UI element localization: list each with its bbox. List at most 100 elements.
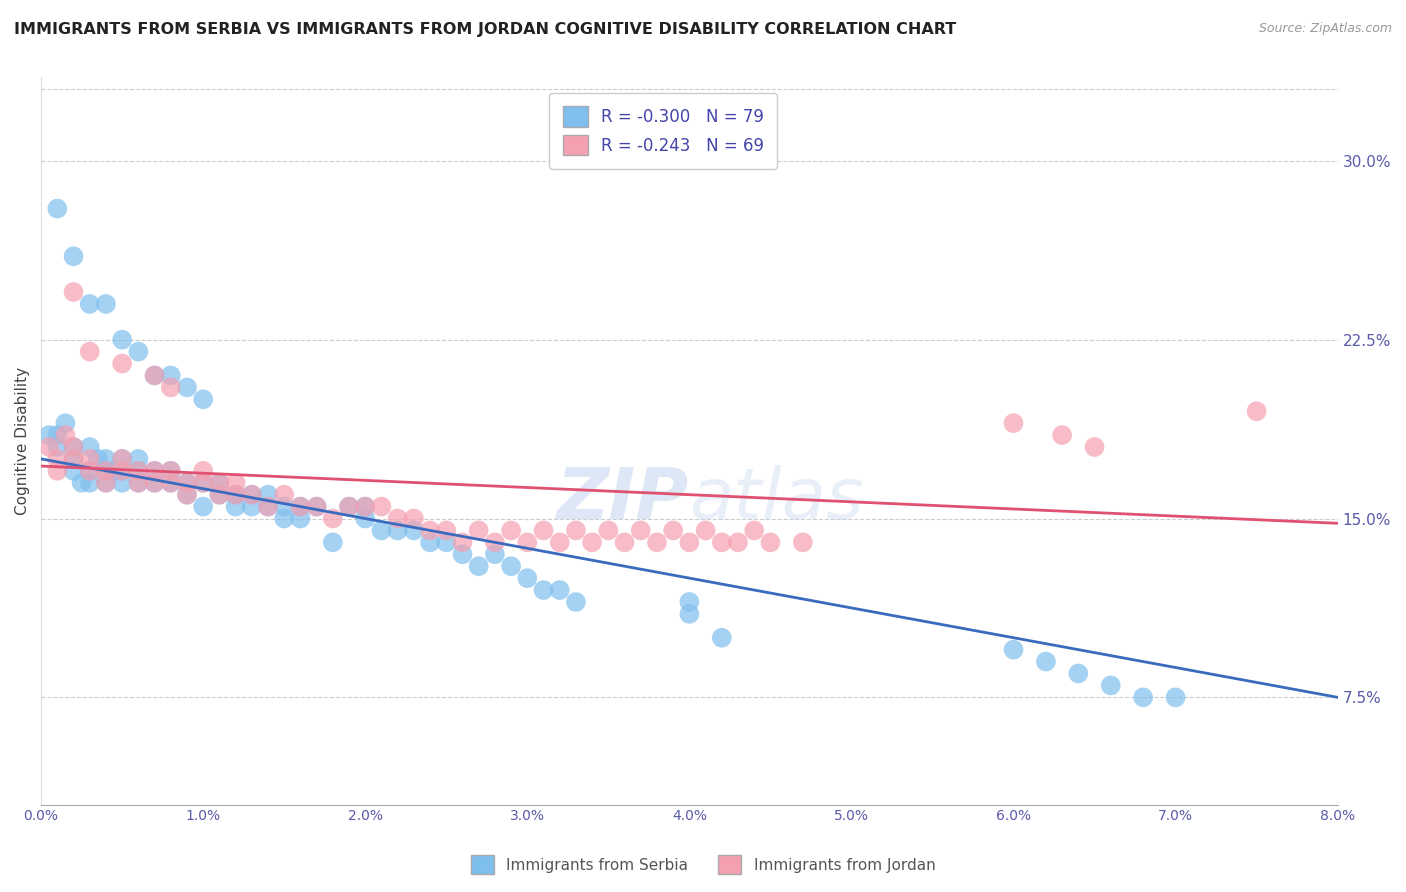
Point bbox=[127, 451, 149, 466]
Point bbox=[451, 535, 474, 549]
Point bbox=[501, 524, 523, 538]
Point bbox=[354, 500, 377, 514]
Point bbox=[111, 333, 134, 347]
Point bbox=[225, 500, 247, 514]
Point bbox=[645, 535, 668, 549]
Point bbox=[337, 500, 360, 514]
Point bbox=[111, 451, 134, 466]
Point bbox=[143, 475, 166, 490]
Point bbox=[484, 535, 506, 549]
Text: atlas: atlas bbox=[689, 465, 865, 533]
Point bbox=[257, 500, 280, 514]
Point bbox=[792, 535, 814, 549]
Point bbox=[630, 524, 652, 538]
Point bbox=[370, 500, 392, 514]
Point bbox=[79, 297, 101, 311]
Point bbox=[402, 524, 425, 538]
Point bbox=[159, 368, 181, 383]
Point bbox=[79, 475, 101, 490]
Legend: Immigrants from Serbia, Immigrants from Jordan: Immigrants from Serbia, Immigrants from … bbox=[464, 849, 942, 880]
Point bbox=[305, 500, 328, 514]
Point bbox=[467, 524, 489, 538]
Point bbox=[742, 524, 765, 538]
Point bbox=[225, 488, 247, 502]
Point bbox=[516, 535, 538, 549]
Point bbox=[290, 500, 312, 514]
Point bbox=[759, 535, 782, 549]
Point bbox=[387, 524, 409, 538]
Point bbox=[127, 475, 149, 490]
Point bbox=[79, 464, 101, 478]
Point bbox=[533, 582, 555, 597]
Point bbox=[127, 464, 149, 478]
Point bbox=[176, 475, 198, 490]
Point bbox=[1083, 440, 1105, 454]
Point bbox=[111, 475, 134, 490]
Point bbox=[46, 440, 69, 454]
Point bbox=[94, 464, 117, 478]
Point bbox=[208, 475, 231, 490]
Point bbox=[62, 440, 84, 454]
Point bbox=[143, 464, 166, 478]
Point bbox=[55, 416, 77, 430]
Point bbox=[662, 524, 685, 538]
Point bbox=[548, 535, 571, 549]
Text: Source: ZipAtlas.com: Source: ZipAtlas.com bbox=[1258, 22, 1392, 36]
Point bbox=[111, 464, 134, 478]
Point bbox=[79, 440, 101, 454]
Point bbox=[62, 249, 84, 263]
Point bbox=[46, 428, 69, 442]
Point bbox=[484, 547, 506, 561]
Point bbox=[1164, 690, 1187, 705]
Point bbox=[159, 464, 181, 478]
Point bbox=[94, 451, 117, 466]
Point bbox=[193, 464, 215, 478]
Point bbox=[143, 368, 166, 383]
Text: ZIP: ZIP bbox=[557, 465, 689, 533]
Point bbox=[46, 202, 69, 216]
Point bbox=[176, 380, 198, 394]
Point bbox=[533, 524, 555, 538]
Point bbox=[727, 535, 749, 549]
Point bbox=[354, 511, 377, 525]
Point bbox=[55, 428, 77, 442]
Point bbox=[143, 475, 166, 490]
Point bbox=[548, 582, 571, 597]
Point bbox=[193, 475, 215, 490]
Point bbox=[208, 475, 231, 490]
Point bbox=[176, 488, 198, 502]
Point bbox=[451, 547, 474, 561]
Point bbox=[79, 344, 101, 359]
Point bbox=[79, 451, 101, 466]
Text: IMMIGRANTS FROM SERBIA VS IMMIGRANTS FROM JORDAN COGNITIVE DISABILITY CORRELATIO: IMMIGRANTS FROM SERBIA VS IMMIGRANTS FRO… bbox=[14, 22, 956, 37]
Point bbox=[127, 344, 149, 359]
Point bbox=[193, 392, 215, 407]
Point bbox=[419, 524, 441, 538]
Point bbox=[678, 535, 700, 549]
Point bbox=[1246, 404, 1268, 418]
Point bbox=[225, 488, 247, 502]
Point bbox=[516, 571, 538, 585]
Point bbox=[354, 500, 377, 514]
Point bbox=[1099, 678, 1122, 692]
Point bbox=[1002, 642, 1025, 657]
Point bbox=[273, 488, 295, 502]
Point bbox=[62, 285, 84, 299]
Point bbox=[240, 488, 263, 502]
Point bbox=[159, 475, 181, 490]
Point bbox=[62, 451, 84, 466]
Point bbox=[159, 380, 181, 394]
Point bbox=[127, 464, 149, 478]
Point bbox=[434, 535, 457, 549]
Point bbox=[598, 524, 620, 538]
Point bbox=[176, 488, 198, 502]
Point bbox=[70, 475, 93, 490]
Point bbox=[38, 440, 60, 454]
Point bbox=[565, 524, 588, 538]
Point bbox=[1002, 416, 1025, 430]
Point bbox=[94, 475, 117, 490]
Point bbox=[565, 595, 588, 609]
Point bbox=[143, 464, 166, 478]
Point bbox=[467, 559, 489, 574]
Y-axis label: Cognitive Disability: Cognitive Disability bbox=[15, 367, 30, 515]
